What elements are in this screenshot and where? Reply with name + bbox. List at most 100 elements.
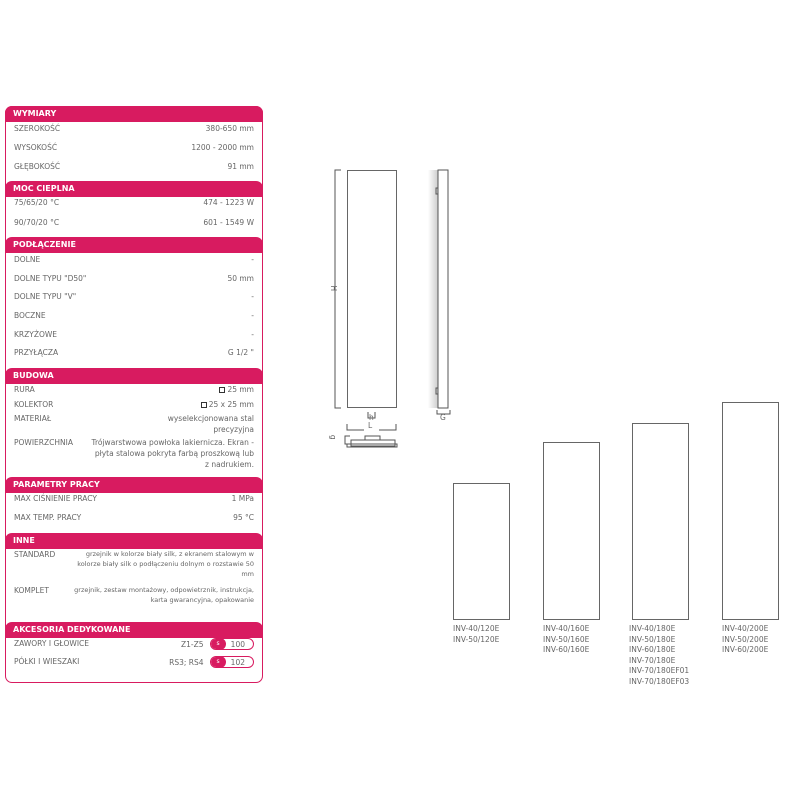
section-header: AKCESORIA DEDYKOWANE [5,622,263,638]
spec-label: GŁĘBOKOŚĆ [14,162,61,171]
section-header: PARAMETRY PRACY [5,477,263,493]
spec-label: POWIERZCHNIA [14,438,73,447]
spec-row: 90/70/20 °C 601 - 1549 W [14,217,254,228]
radiator-size-outline [543,442,600,620]
spec-label: RURA [14,385,35,394]
spec-value: 1 MPa [232,493,254,504]
spec-value: 91 mm [227,161,254,172]
spec-label: DOLNE [14,255,41,264]
spec-label: DOLNE TYPU "D50" [14,274,87,283]
spec-value: 380-650 mm [206,123,254,134]
spec-value-text: - [251,292,254,301]
section-header: PODŁĄCZENIE [5,237,263,253]
spec-value-text: 91 mm [227,162,254,171]
spec-row: DOLNE TYPU "V" - [14,291,254,302]
model-label: INV-70/180EF01 [629,666,690,676]
label-L: L [368,421,373,430]
spec-value-text: 50 mm [227,274,254,283]
spec-value-text: 1 MPa [231,494,254,503]
label-h: h [369,413,374,422]
spec-value-text: 25 mm [227,385,254,394]
spec-value: RS3; RS4 s 102 [169,656,254,668]
spec-value-text: 474 - 1223 W [203,198,254,207]
page-symbol: s [210,639,226,649]
spec-row: POWIERZCHNIA Trójwarstwowa powłoka lakier… [14,437,254,470]
section-header: WYMIARY [5,106,263,122]
radiator-size-outline [453,483,510,620]
spec-value: - [251,310,254,321]
spec-row: GŁĘBOKOŚĆ 91 mm [14,161,254,172]
spec-row: RURA 25 mm [14,384,254,395]
spec-value-text: Z1-Z5 [181,639,204,649]
spec-value: Trójwarstwowa powłoka lakiernicza. Ekran… [89,437,254,470]
spec-value: 95 °C [233,512,254,523]
model-label: INV-40/200E [722,624,769,633]
model-label: INV-40/120E [453,624,500,633]
spec-label: KRZYŻOWE [14,330,58,339]
model-label: INV-70/180EF03 [629,677,690,686]
spec-value-text: Trójwarstwowa powłoka lakiernicza. Ekran… [91,438,254,469]
spec-row: ZAWORY I GŁOWICE Z1-Z5 s 100 [14,638,254,650]
spec-row: WYSOKOŚĆ 1200 - 2000 mm [14,142,254,153]
model-label: INV-50/160E [543,634,590,644]
spec-value-text: 601 - 1549 W [203,218,254,227]
spec-value-text: grzejnik, zestaw montażowy, odpowietrzni… [74,586,254,604]
radiator-size-outline [632,423,689,620]
spec-row: MAX CIŚNIENIE PRACY 1 MPa [14,493,254,504]
spec-row: PRZYŁĄCZA G 1/2 " [14,347,254,358]
spec-value-text: - [251,330,254,339]
spec-row: 75/65/20 °C 474 - 1223 W [14,197,254,208]
spec-row: DOLNE - [14,254,254,265]
spec-label: KOLEKTOR [14,400,54,409]
spec-value: - [251,254,254,265]
spec-row: DOLNE TYPU "D50" 50 mm [14,273,254,284]
section-header: INNE [5,533,263,549]
spec-value: - [251,291,254,302]
spec-label: MATERIAŁ [14,414,52,423]
spec-label: PRZYŁĄCZA [14,348,59,357]
spec-row: KOLEKTOR 25 x 25 mm [14,399,254,410]
spec-label: 75/65/20 °C [14,198,60,207]
spec-row: MATERIAŁ wyselekcjonowana stal precyzyjna [14,413,254,435]
spec-value: 1200 - 2000 mm [191,142,254,153]
page-number: 100 [230,639,245,649]
spec-value-text: 95 °C [233,513,254,522]
model-label: INV-40/160E [543,624,590,633]
front-view [347,170,397,408]
model-label: INV-60/180E [629,645,676,655]
spec-row: KRZYŻOWE - [14,329,254,340]
square-profile-icon [219,387,226,393]
spec-label: 90/70/20 °C [14,218,60,227]
spec-label: KOMPLET [14,586,49,595]
radiator-size-outline [722,402,779,620]
spec-value-text: 380-650 mm [205,124,254,133]
spec-value-text: RS3; RS4 [169,657,204,667]
dimension-lines [334,169,451,448]
label-G: G [440,413,446,422]
spec-value-text: 25 x 25 mm [208,400,254,409]
spec-value: 25 mm [219,384,254,395]
spec-value-text: grzejnik w kolorze biały silk, z ekranem… [77,550,254,578]
spec-value: Z1-Z5 s 100 [181,638,254,650]
spec-label: STANDARD [14,550,56,559]
spec-label: DOLNE TYPU "V" [14,292,77,301]
spec-row: MAX TEMP. PRACY 95 °C [14,512,254,523]
spec-row: SZEROKOŚĆ 380-650 mm [14,123,254,134]
label-g: g [328,434,338,440]
spec-label: SZEROKOŚĆ [14,124,61,133]
spec-table: WYMIARY SZEROKOŚĆ 380-650 mm WYSOKOŚĆ 1200 -… [5,106,263,683]
spec-value: G 1/2 " [228,347,254,358]
spec-label: ZAWORY I GŁOWICE [14,639,90,648]
page-reference-link[interactable]: s 100 [209,638,254,650]
spec-label: BOCZNE [14,311,46,320]
spec-row: KOMPLET grzejnik, zestaw montażowy, odpow… [14,585,254,605]
spec-row: STANDARD grzejnik w kolorze biały silk, z… [14,549,254,579]
spec-value-text: - [251,311,254,320]
spec-value: - [251,329,254,340]
spec-value: grzejnik w kolorze biały silk, z ekranem… [74,549,254,579]
page-reference-link[interactable]: s 102 [209,656,254,668]
square-profile-icon [200,402,207,408]
spec-value-text: - [251,255,254,264]
spec-label: PÓŁKI I WIESZAKI [14,657,80,666]
model-label: INV-60/160E [543,645,590,655]
